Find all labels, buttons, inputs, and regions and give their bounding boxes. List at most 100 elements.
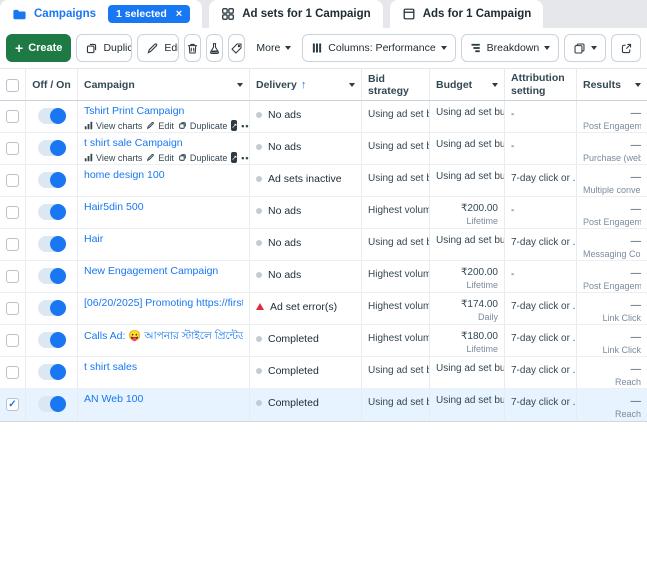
- results-type: Messaging Conversat...: [583, 249, 641, 259]
- reports-icon: [574, 43, 585, 53]
- duplicate-button[interactable]: Duplicate: [77, 35, 133, 61]
- row-hover-actions: View charts Edit Duplicate ↗ •••: [84, 120, 249, 131]
- row-checkbox[interactable]: [6, 142, 19, 155]
- row-checkbox[interactable]: [6, 334, 19, 347]
- header-bid-strategy[interactable]: Bid strategy: [362, 69, 430, 100]
- clear-selection-icon[interactable]: ×: [175, 8, 183, 20]
- create-button-label: Create: [28, 42, 63, 54]
- pencil-icon: [147, 42, 158, 54]
- header-budget-label: Budget: [436, 78, 473, 91]
- header-attribution[interactable]: Attribution setting: [505, 69, 577, 100]
- edit-button[interactable]: Edit: [138, 35, 178, 61]
- breakdown-button[interactable]: Breakdown: [460, 34, 560, 62]
- row-checkbox[interactable]: [6, 110, 19, 123]
- row-checkbox[interactable]: ✓: [6, 398, 19, 411]
- header-campaign[interactable]: Campaign: [78, 69, 250, 100]
- delivery-status-icon: [256, 336, 262, 342]
- reports-button[interactable]: [564, 34, 607, 62]
- table-row: New Engagement Campaign No ads Highest v…: [0, 261, 647, 293]
- campaign-name-link[interactable]: AN Web 100: [84, 393, 144, 405]
- table-row: Calls Ad: 😛 আপনার স্টাইলে প্রিন্টেড টি-শ…: [0, 325, 647, 357]
- budget-value: Using ad set bu...: [436, 235, 505, 246]
- row-edit-button[interactable]: Edit: [146, 153, 174, 163]
- more-button-label: More: [256, 42, 281, 54]
- campaign-name-link[interactable]: Hair5din 500: [84, 201, 144, 213]
- attribution-cell: -: [505, 261, 577, 292]
- breakdown-button-label: Breakdown: [486, 42, 540, 54]
- view-charts-button[interactable]: View charts: [84, 153, 142, 163]
- campaign-name-link[interactable]: Hair: [84, 233, 104, 245]
- row-checkbox[interactable]: [6, 270, 19, 283]
- header-results[interactable]: Results: [577, 69, 647, 100]
- campaign-toggle[interactable]: [37, 364, 66, 380]
- campaign-toggle[interactable]: [37, 108, 66, 124]
- delete-button[interactable]: [184, 34, 202, 62]
- tag-button[interactable]: [228, 34, 246, 62]
- row-more-options-button[interactable]: •••: [241, 152, 250, 163]
- results-type: Multiple conversions: [583, 185, 641, 195]
- duplicate-button-label: Duplicate: [103, 42, 133, 54]
- campaign-toggle[interactable]: [37, 236, 66, 252]
- header-budget[interactable]: Budget: [430, 69, 505, 100]
- campaign-name-link[interactable]: home design 100: [84, 169, 165, 181]
- selected-count-badge[interactable]: 1 selected ×: [108, 5, 191, 23]
- delivery-status-icon: [256, 368, 262, 374]
- results-value: —: [630, 299, 642, 311]
- delivery-status-label: No ads: [268, 269, 302, 281]
- results-value: —: [630, 171, 642, 183]
- row-checkbox[interactable]: [6, 238, 19, 251]
- row-more-options-button[interactable]: •••: [241, 120, 250, 131]
- toggle-knob: [49, 300, 66, 316]
- row-checkbox[interactable]: [6, 302, 19, 315]
- tab-campaigns[interactable]: Campaigns 1 selected ×: [0, 0, 203, 28]
- duplicate-button-group: Duplicate: [76, 34, 133, 62]
- campaign-name-link[interactable]: New Engagement Campaign: [84, 265, 219, 277]
- campaign-name-link[interactable]: Calls Ad: 😛 আপনার স্টাইলে প্রিন্টেড টি-শ…: [84, 330, 243, 342]
- delivery-status-label: No ads: [268, 205, 302, 217]
- campaign-toggle[interactable]: [37, 396, 66, 412]
- campaign-toggle[interactable]: [37, 172, 66, 188]
- more-button[interactable]: More: [250, 34, 298, 62]
- pencil-icon: [147, 121, 155, 130]
- campaign-toggle[interactable]: [37, 300, 66, 316]
- campaign-name-link[interactable]: t shirt sale Campaign: [84, 137, 183, 149]
- columns-icon: [313, 43, 322, 53]
- campaign-name-link[interactable]: Tshirt Print Campaign: [84, 105, 185, 117]
- chevron-down-icon: [591, 46, 598, 50]
- ab-test-button[interactable]: [206, 34, 224, 62]
- ads-page-icon: [402, 7, 416, 21]
- campaign-toggle[interactable]: [37, 140, 66, 156]
- row-checkbox[interactable]: [6, 206, 19, 219]
- create-button[interactable]: + Create: [6, 34, 72, 62]
- toggle-knob: [49, 396, 66, 412]
- budget-value: Using ad set bu...: [436, 363, 505, 374]
- header-delivery[interactable]: Delivery ↑: [250, 69, 362, 100]
- columns-button[interactable]: Columns: Performance: [302, 34, 456, 62]
- campaign-toggle[interactable]: [37, 332, 66, 348]
- bid-strategy-cell: Highest volume: [362, 325, 430, 356]
- row-edit-label: Edit: [158, 120, 174, 131]
- tab-ads[interactable]: Ads for 1 Campaign: [389, 0, 544, 28]
- campaign-toggle[interactable]: [37, 268, 66, 284]
- results-type: Post Engagement: [583, 121, 641, 131]
- tab-adsets[interactable]: Ad sets for 1 Campaign: [209, 0, 383, 28]
- bid-strategy-cell: Using ad set bid...: [362, 357, 430, 388]
- view-charts-button[interactable]: View charts: [84, 121, 142, 131]
- campaign-toggle[interactable]: [37, 204, 66, 220]
- campaign-name-link[interactable]: t shirt sales: [84, 361, 138, 373]
- results-value: —: [630, 139, 642, 151]
- campaign-name-link[interactable]: [06/20/2025] Promoting https://firstadd.…: [84, 297, 243, 309]
- select-all-checkbox[interactable]: [6, 79, 19, 92]
- export-button[interactable]: [612, 35, 640, 61]
- row-checkbox[interactable]: [6, 174, 19, 187]
- row-duplicate-button[interactable]: Duplicate: [178, 121, 227, 131]
- expand-icon[interactable]: ↗: [231, 152, 238, 163]
- row-edit-button[interactable]: Edit: [146, 121, 174, 131]
- toggle-knob: [49, 332, 66, 348]
- row-checkbox[interactable]: [6, 366, 19, 379]
- expand-icon[interactable]: ↗: [231, 120, 238, 131]
- delivery-status-icon: [256, 144, 262, 150]
- row-duplicate-button[interactable]: Duplicate: [178, 153, 227, 163]
- results-type: Link Click: [602, 313, 641, 323]
- attribution-cell: 7-day click or ...: [505, 357, 577, 388]
